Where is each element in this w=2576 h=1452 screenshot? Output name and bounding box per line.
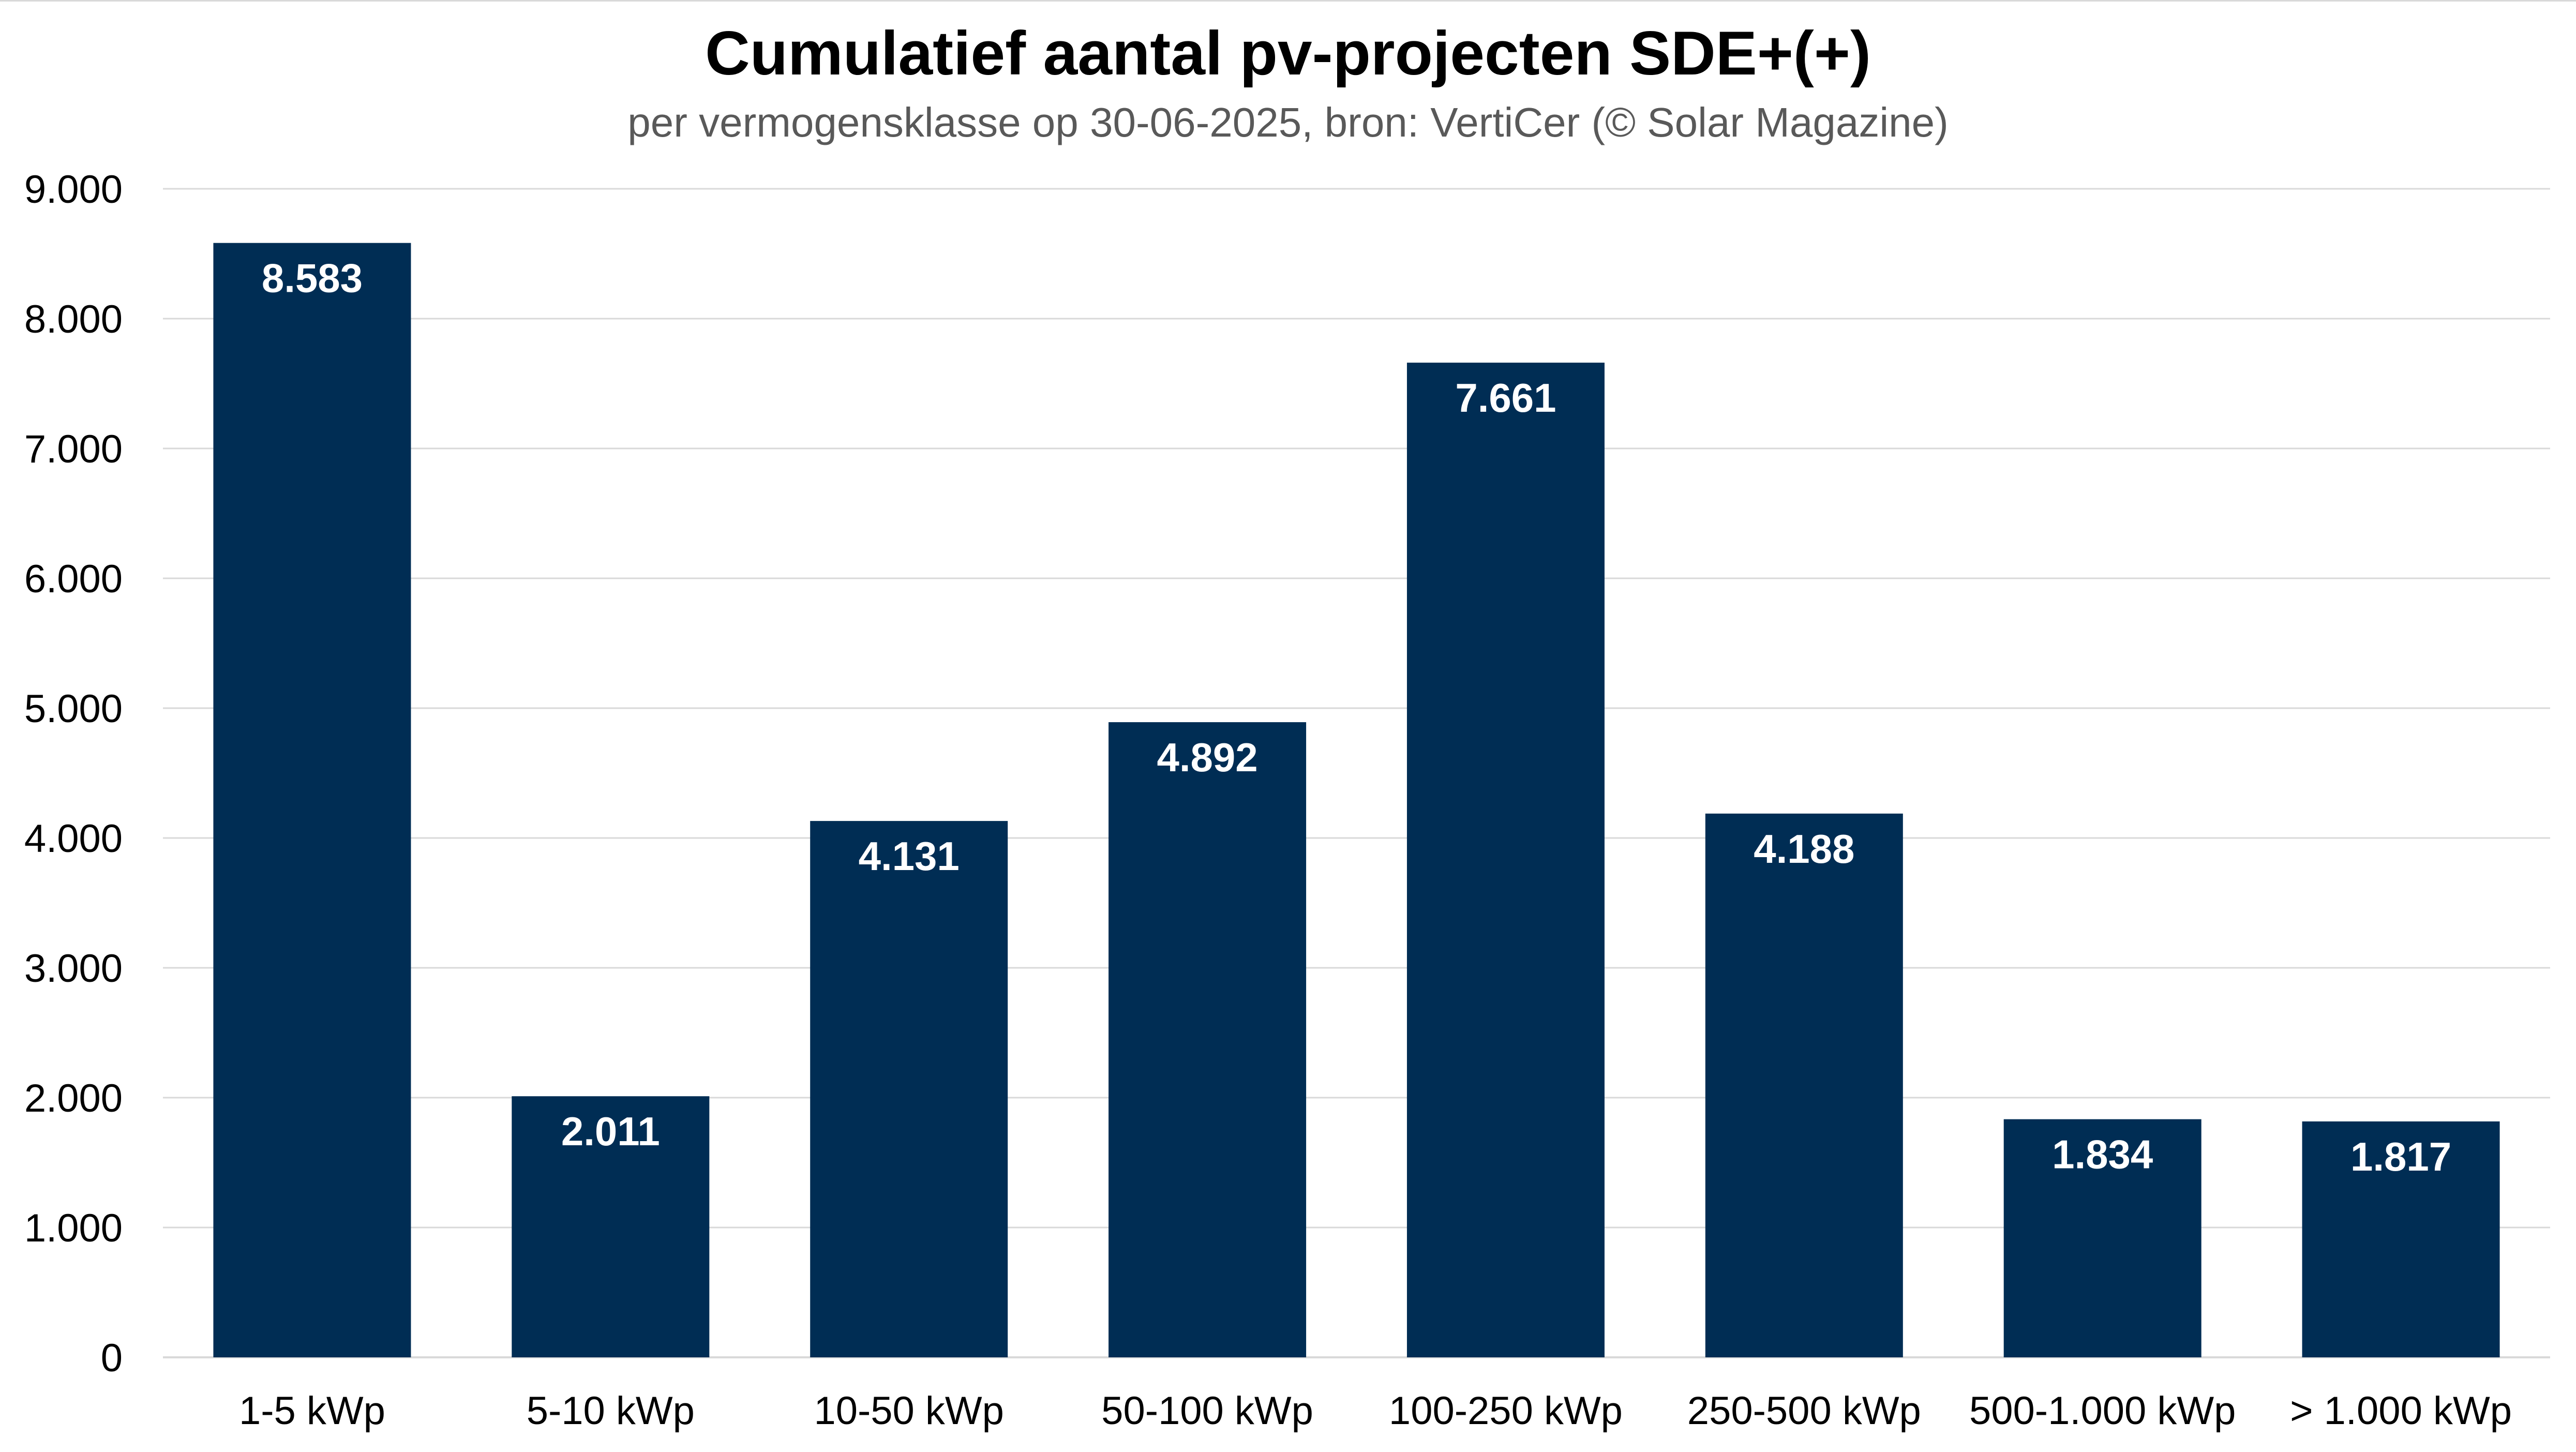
y-tick-label: 4.000 bbox=[24, 817, 123, 861]
bar bbox=[1109, 722, 1307, 1357]
data-label: 4.892 bbox=[1157, 735, 1257, 780]
x-tick-label: 500-1.000 kWp bbox=[1969, 1389, 2236, 1433]
data-label: 4.188 bbox=[1754, 826, 1854, 872]
x-tick-label: 250-500 kWp bbox=[1687, 1389, 1921, 1433]
data-label: 7.661 bbox=[1455, 375, 1556, 421]
top-rule bbox=[0, 0, 2576, 2]
x-tick-label: 100-250 kWp bbox=[1389, 1389, 1623, 1433]
y-tick-label: 0 bbox=[101, 1336, 123, 1380]
x-axis-ticks: 1-5 kWp 5-10 kWp 10-50 kWp 50-100 kWp 100-25… bbox=[239, 1389, 2512, 1433]
x-tick-label: > 1.000 kWp bbox=[2290, 1389, 2512, 1433]
x-tick-label: 50-100 kWp bbox=[1101, 1389, 1313, 1433]
y-axis-ticks: 0 1.000 2.000 3.000 4.000 5.000 6.000 7.000 8.00… bbox=[24, 168, 123, 1380]
bars bbox=[213, 243, 2500, 1357]
y-tick-label: 9.000 bbox=[24, 168, 123, 212]
bar bbox=[1705, 813, 1903, 1357]
bar bbox=[2302, 1121, 2500, 1357]
data-label: 1.817 bbox=[2350, 1134, 2451, 1179]
y-tick-label: 7.000 bbox=[24, 427, 123, 471]
y-tick-label: 2.000 bbox=[24, 1076, 123, 1120]
x-tick-label: 5-10 kWp bbox=[527, 1389, 695, 1433]
y-tick-label: 8.000 bbox=[24, 297, 123, 341]
bar bbox=[810, 821, 1008, 1357]
data-label: 4.131 bbox=[859, 833, 960, 879]
x-tick-label: 10-50 kWp bbox=[814, 1389, 1004, 1433]
chart-subtitle: per vermogensklasse op 30-06-2025, bron:… bbox=[627, 99, 1949, 145]
x-tick-label: 1-5 kWp bbox=[239, 1389, 385, 1433]
y-tick-label: 5.000 bbox=[24, 687, 123, 731]
data-label: 1.834 bbox=[2052, 1132, 2153, 1177]
bar bbox=[213, 243, 411, 1357]
bar bbox=[1406, 363, 1605, 1357]
chart-title: Cumulatief aantal pv-projecten SDE+(+) bbox=[705, 19, 1871, 88]
data-label: 2.011 bbox=[561, 1109, 660, 1154]
data-label: 8.583 bbox=[262, 256, 363, 301]
bar bbox=[2003, 1119, 2201, 1357]
data-labels: 8.583 2.011 4.131 4.892 7.661 4.188 1.834 1.817 bbox=[262, 256, 2451, 1179]
y-tick-label: 3.000 bbox=[24, 947, 123, 991]
y-tick-label: 6.000 bbox=[24, 557, 123, 601]
bar bbox=[512, 1096, 710, 1357]
y-tick-label: 1.000 bbox=[24, 1206, 123, 1250]
